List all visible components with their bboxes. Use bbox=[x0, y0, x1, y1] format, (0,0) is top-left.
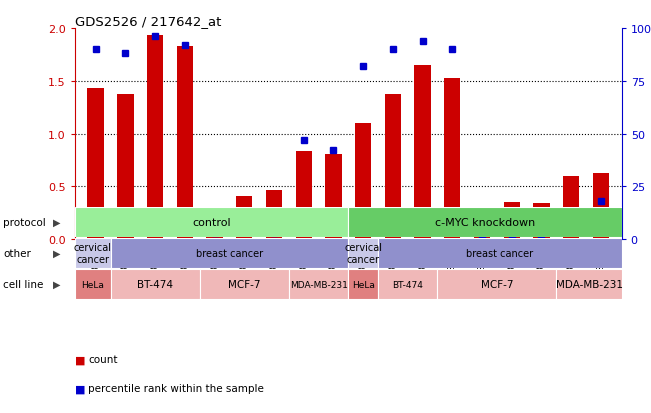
Bar bbox=[176, 47, 193, 240]
Text: c-MYC knockdown: c-MYC knockdown bbox=[435, 218, 535, 228]
Text: ▶: ▶ bbox=[53, 280, 61, 290]
Bar bbox=[563, 176, 579, 240]
Text: cell line: cell line bbox=[3, 280, 44, 290]
Text: MDA-MB-231: MDA-MB-231 bbox=[555, 280, 622, 290]
Text: other: other bbox=[3, 249, 31, 259]
Bar bbox=[504, 203, 520, 240]
Text: BT-474: BT-474 bbox=[137, 280, 173, 290]
Bar bbox=[87, 89, 104, 240]
Text: ▶: ▶ bbox=[53, 218, 61, 228]
Bar bbox=[200, 270, 289, 299]
Bar bbox=[111, 270, 200, 299]
Bar bbox=[348, 208, 622, 237]
Text: cervical
cancer: cervical cancer bbox=[74, 243, 112, 264]
Text: ▶: ▶ bbox=[53, 249, 61, 259]
Text: GDS2526 / 217642_at: GDS2526 / 217642_at bbox=[75, 15, 221, 28]
Bar bbox=[355, 124, 371, 240]
Text: breast cancer: breast cancer bbox=[196, 249, 263, 259]
Bar bbox=[348, 270, 378, 299]
Text: MCF-7: MCF-7 bbox=[480, 280, 513, 290]
Bar bbox=[75, 270, 111, 299]
Text: protocol: protocol bbox=[3, 218, 46, 228]
Text: HeLa: HeLa bbox=[81, 280, 104, 289]
Text: cervical
cancer: cervical cancer bbox=[344, 243, 382, 264]
Text: count: count bbox=[88, 354, 117, 364]
Bar bbox=[385, 95, 401, 240]
Bar bbox=[444, 78, 460, 240]
Text: breast cancer: breast cancer bbox=[466, 249, 533, 259]
Bar bbox=[206, 210, 223, 240]
Bar bbox=[75, 239, 111, 268]
Bar bbox=[266, 190, 282, 240]
Bar bbox=[296, 152, 312, 240]
Text: MCF-7: MCF-7 bbox=[228, 280, 260, 290]
Bar bbox=[289, 270, 348, 299]
Bar bbox=[557, 270, 622, 299]
Text: ■: ■ bbox=[75, 383, 85, 393]
Bar bbox=[533, 204, 549, 240]
Bar bbox=[236, 196, 253, 240]
Text: MDA-MB-231: MDA-MB-231 bbox=[290, 280, 348, 289]
Bar bbox=[147, 36, 163, 240]
Bar bbox=[378, 239, 622, 268]
Bar bbox=[117, 95, 133, 240]
Text: percentile rank within the sample: percentile rank within the sample bbox=[88, 383, 264, 393]
Bar bbox=[111, 239, 348, 268]
Bar bbox=[75, 208, 348, 237]
Bar bbox=[378, 270, 437, 299]
Bar bbox=[474, 221, 490, 240]
Text: ■: ■ bbox=[75, 354, 85, 364]
Bar bbox=[326, 154, 342, 240]
Text: BT-474: BT-474 bbox=[393, 280, 423, 289]
Text: HeLa: HeLa bbox=[352, 280, 374, 289]
Bar bbox=[348, 239, 378, 268]
Text: control: control bbox=[192, 218, 231, 228]
Bar bbox=[415, 66, 431, 240]
Bar bbox=[592, 173, 609, 240]
Bar bbox=[437, 270, 557, 299]
